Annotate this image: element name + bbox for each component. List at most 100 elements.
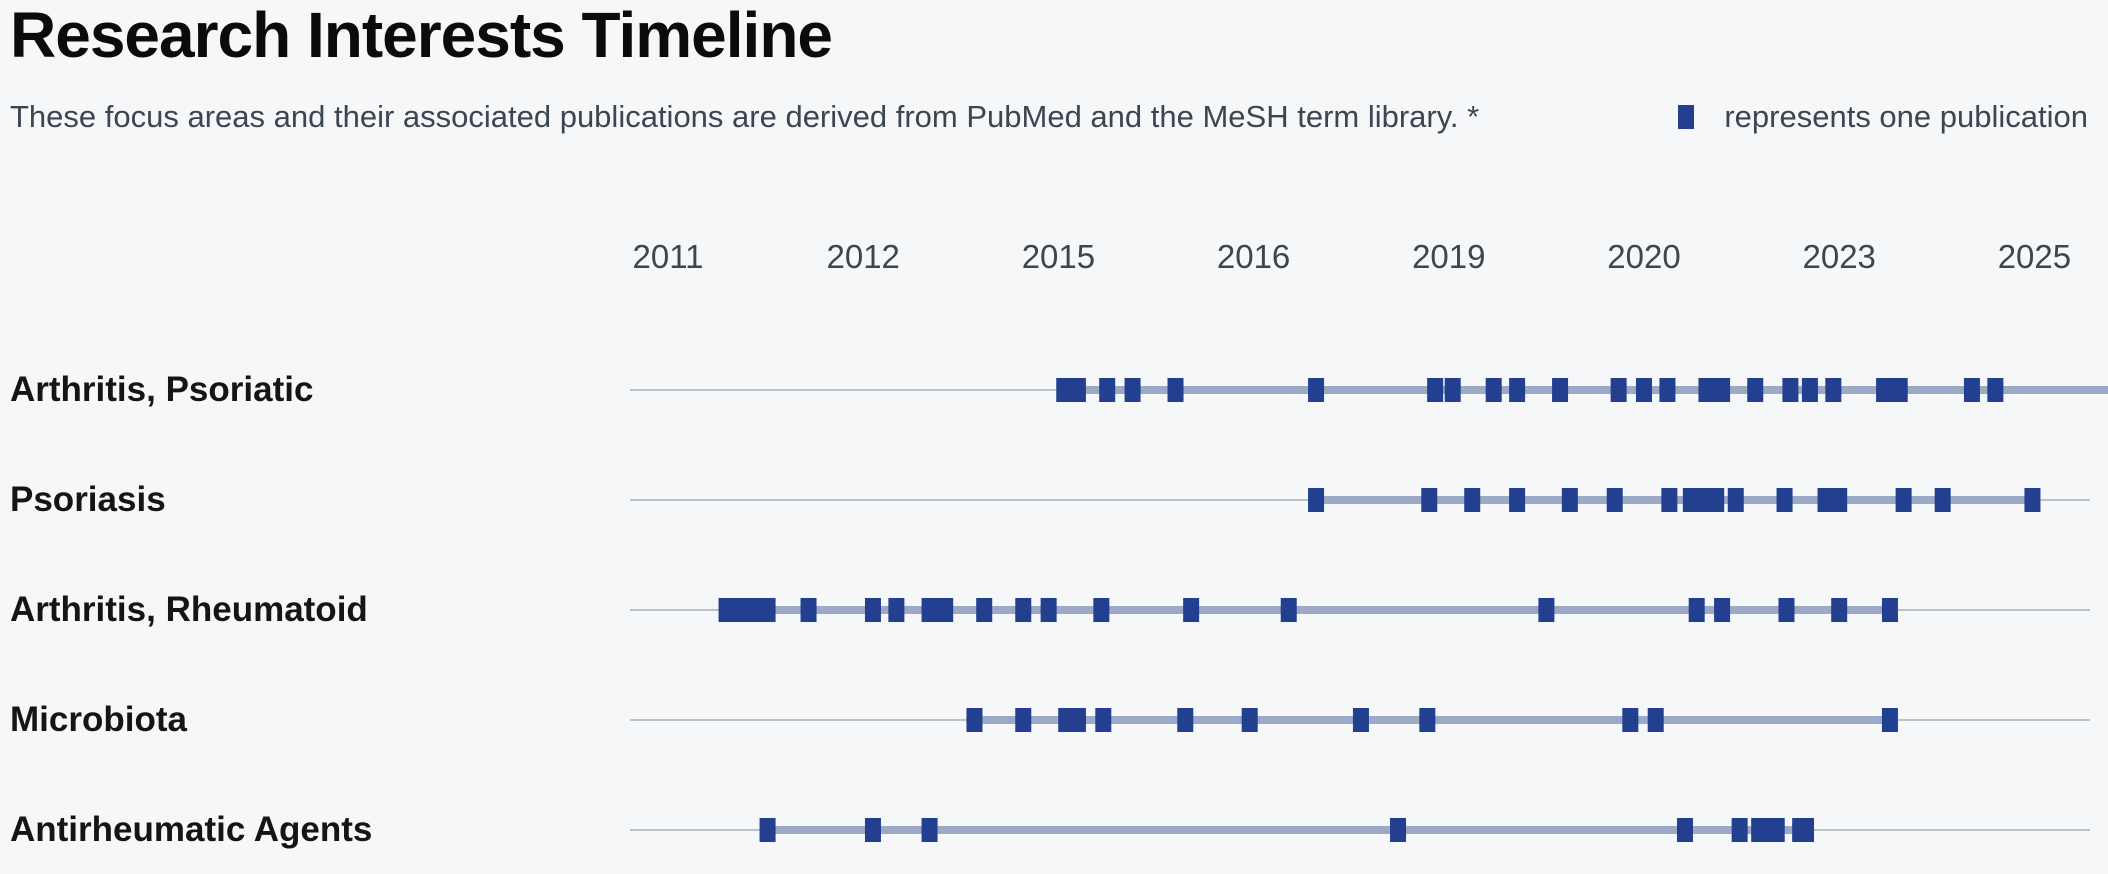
publication-mark: [888, 598, 905, 622]
row-label-arthritis-rheumatoid: Arthritis, Rheumatoid: [10, 590, 368, 629]
publication-mark: [1831, 488, 1848, 512]
publication-mark: [1881, 708, 1898, 732]
x-tick-label: 2012: [826, 238, 899, 275]
publication-mark: [1688, 598, 1705, 622]
publication-mark: [1659, 378, 1676, 402]
publication-mark: [1661, 488, 1678, 512]
publication-mark: [1747, 378, 1764, 402]
publication-mark: [1825, 378, 1842, 402]
publication-mark: [976, 598, 993, 622]
row-label-antirheumatic-agents: Antirheumatic Agents: [10, 810, 373, 849]
publication-mark: [921, 598, 938, 622]
publication-mark: [1831, 598, 1848, 622]
legend: represents one publication: [1678, 97, 2088, 137]
publication-mark: [1015, 598, 1032, 622]
publication-mark: [1093, 598, 1110, 622]
publication-mark: [1647, 708, 1664, 732]
publication-mark: [1768, 818, 1785, 842]
publication-marker-icon: [1678, 105, 1695, 129]
publication-mark: [1610, 378, 1627, 402]
page-title: Research Interests Timeline: [10, 0, 833, 71]
x-tick-label: 2015: [1022, 238, 1095, 275]
publication-mark: [1095, 708, 1112, 732]
publication-mark: [1817, 488, 1834, 512]
publication-mark: [1987, 378, 2004, 402]
publication-mark: [1444, 378, 1461, 402]
publication-mark: [1636, 378, 1652, 402]
publication-mark: [2024, 488, 2041, 512]
publication-mark: [1801, 378, 1818, 402]
publication-mark: [718, 598, 735, 622]
publication-mark: [1891, 378, 1908, 402]
publication-mark: [1698, 378, 1715, 402]
publication-mark: [1124, 378, 1141, 402]
publication-mark: [1622, 708, 1639, 732]
publication-mark: [1509, 378, 1526, 402]
publication-mark: [1538, 598, 1555, 622]
publication-mark: [1776, 488, 1793, 512]
publication-mark: [1464, 488, 1481, 512]
publication-mark: [1731, 818, 1748, 842]
publication-mark: [1778, 598, 1795, 622]
publication-mark: [1714, 598, 1731, 622]
publication-mark: [1552, 378, 1569, 402]
publication-mark: [1798, 818, 1815, 842]
publication-mark: [732, 598, 749, 622]
publication-mark: [864, 598, 881, 622]
publication-mark: [1421, 488, 1438, 512]
publication-mark: [1352, 708, 1369, 732]
x-tick-label: 2019: [1412, 238, 1485, 275]
x-tick-label: 2011: [633, 238, 704, 275]
row-label-psoriasis: Psoriasis: [10, 480, 166, 519]
publication-mark: [864, 818, 881, 842]
publication-mark: [1895, 488, 1912, 512]
publication-mark: [1183, 598, 1200, 622]
publication-mark: [1056, 378, 1073, 402]
row-label-microbiota: Microbiota: [10, 700, 187, 739]
legend-text: represents one publication: [1724, 99, 2088, 134]
publication-mark: [1782, 378, 1799, 402]
publication-mark: [966, 708, 983, 732]
publication-mark: [1099, 378, 1116, 402]
publication-mark: [1177, 708, 1194, 732]
publication-mark: [1308, 488, 1325, 512]
publication-mark: [1881, 598, 1898, 622]
publication-mark: [1934, 488, 1951, 512]
publication-mark: [1308, 378, 1325, 402]
publication-mark: [1561, 488, 1578, 512]
publication-mark: [1390, 818, 1407, 842]
publication-mark: [1509, 488, 1526, 512]
publication-mark: [1963, 378, 1980, 402]
publication-mark: [745, 598, 762, 622]
x-tick-label: 2025: [1998, 238, 2071, 275]
publication-mark: [1714, 378, 1731, 402]
publication-mark: [759, 598, 776, 622]
publication-mark: [1015, 708, 1032, 732]
publication-mark: [1727, 488, 1744, 512]
x-tick-label: 2016: [1217, 238, 1290, 275]
publication-mark: [1241, 708, 1258, 732]
publication-mark: [1485, 378, 1502, 402]
publication-mark: [759, 818, 776, 842]
publication-mark: [1040, 598, 1057, 622]
publication-mark: [1708, 488, 1725, 512]
publication-mark: [1069, 708, 1086, 732]
x-tick-label: 2020: [1607, 238, 1680, 275]
publication-mark: [1876, 378, 1893, 402]
x-tick-label: 2023: [1802, 238, 1875, 275]
publication-mark: [800, 598, 817, 622]
publication-mark: [937, 598, 954, 622]
page-subtitle: These focus areas and their associated p…: [10, 99, 1480, 134]
publication-mark: [1069, 378, 1086, 402]
row-label-arthritis-psoriatic: Arthritis, Psoriatic: [10, 370, 314, 409]
publication-mark: [1427, 378, 1444, 402]
publication-mark: [1606, 488, 1623, 512]
publication-mark: [1280, 598, 1297, 622]
publication-mark: [1419, 708, 1436, 732]
publication-mark: [1676, 818, 1693, 842]
publication-mark: [1694, 488, 1711, 512]
publication-mark: [1167, 378, 1184, 402]
publication-mark: [921, 818, 938, 842]
